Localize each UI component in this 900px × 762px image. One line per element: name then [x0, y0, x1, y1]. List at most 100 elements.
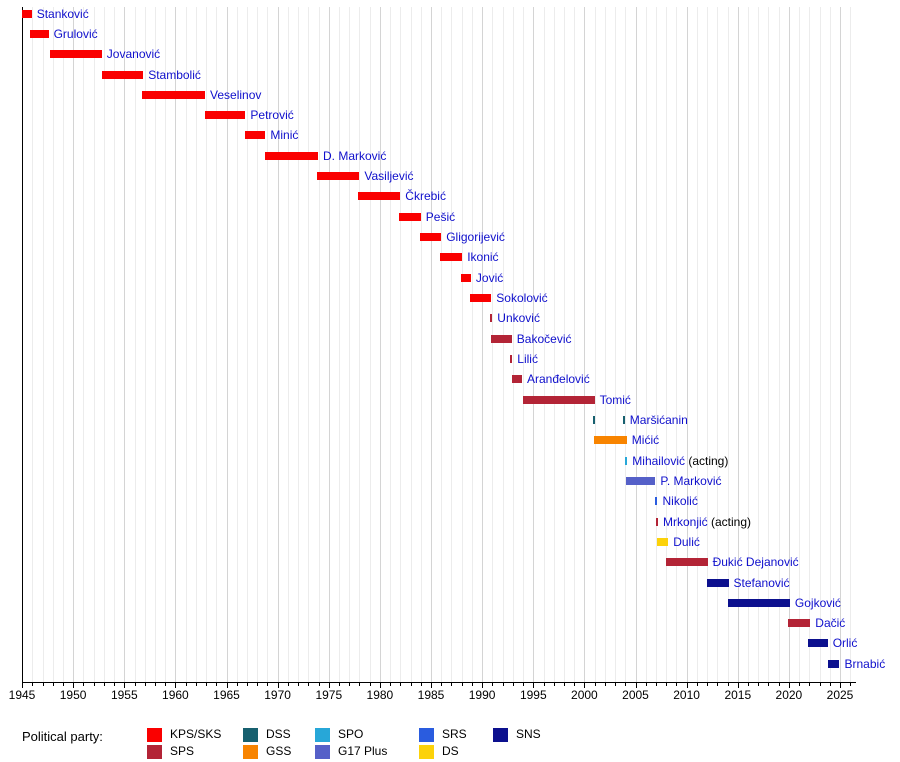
officeholder-name: Petrović — [250, 108, 294, 123]
gridline — [594, 7, 596, 682]
minor-tick — [809, 683, 811, 686]
officeholder-name: Orlić — [832, 636, 858, 651]
officeholder-label: Unković — [497, 310, 540, 326]
gridline — [584, 7, 586, 682]
minor-tick — [267, 683, 269, 686]
gridline — [339, 7, 340, 682]
officeholder-name: Vasiljević — [364, 169, 414, 184]
gridline — [83, 7, 85, 682]
minor-tick — [83, 683, 85, 686]
gridline — [799, 7, 801, 682]
x-axis — [22, 682, 856, 683]
officeholder-name: Lilić — [517, 351, 538, 366]
officeholder-label: Mrkonjić (acting) — [663, 514, 751, 530]
gridline — [748, 7, 749, 682]
major-tick — [175, 683, 177, 688]
gridline — [328, 7, 330, 682]
legend-party-label: SNS — [516, 727, 541, 741]
gridline — [727, 7, 729, 682]
term-bar — [522, 395, 595, 404]
term-bar — [205, 111, 246, 120]
gridline — [32, 7, 34, 682]
gridline — [523, 7, 524, 682]
major-tick — [584, 683, 586, 688]
minor-tick — [390, 683, 392, 686]
gridline — [441, 7, 443, 682]
officeholder-label: Bakočević — [517, 331, 572, 347]
term-bar — [399, 212, 421, 221]
term-bar — [706, 578, 729, 587]
term-bar — [788, 619, 811, 628]
gridline — [461, 7, 463, 682]
minor-tick — [523, 683, 524, 686]
officeholder-name: Brnabić — [844, 656, 886, 671]
term-bar — [101, 70, 144, 79]
officeholder-label: Stefanović — [734, 575, 790, 591]
gridline — [471, 7, 473, 682]
officeholder-name: Veselinov — [210, 87, 262, 102]
gridline — [819, 7, 821, 682]
officeholder-name: Minić — [270, 128, 299, 143]
officeholder-label: Veselinov — [210, 87, 261, 103]
officeholder-name: Mrkonjić — [663, 514, 708, 529]
officeholder-name: Jovanović — [106, 47, 161, 62]
acting-suffix: (acting) — [707, 514, 752, 529]
major-tick — [22, 683, 23, 688]
term-bar — [29, 29, 49, 38]
axis-year-label: 1945 — [8, 688, 36, 702]
term-bar — [490, 314, 493, 323]
term-bar — [625, 456, 628, 465]
minor-tick — [206, 683, 207, 686]
officeholder-label: Orlić — [833, 635, 858, 651]
officeholder-label: Minić — [270, 127, 298, 143]
legend-party-label: G17 Plus — [338, 744, 388, 758]
gridline — [829, 7, 831, 682]
major-tick — [431, 683, 432, 688]
minor-tick — [52, 683, 54, 686]
officeholder-label: Mihailović (acting) — [632, 453, 728, 469]
gridline — [42, 7, 44, 682]
axis-year-label: 1955 — [110, 688, 138, 702]
gridline — [410, 7, 412, 682]
gridline — [114, 7, 115, 682]
minor-tick — [543, 683, 545, 686]
gridline — [809, 7, 811, 682]
axis-year-label: 1975 — [315, 688, 343, 702]
legend-party-label: DS — [442, 744, 459, 758]
gridline — [543, 7, 545, 682]
term-bar — [593, 436, 627, 445]
gridline — [359, 7, 361, 682]
term-bar — [49, 50, 102, 59]
minor-tick — [339, 683, 340, 686]
minor-tick — [471, 683, 473, 686]
officeholder-label: Čkrebić — [405, 188, 446, 204]
officeholder-label: Jovanović — [107, 46, 160, 62]
legend-swatch — [147, 728, 162, 742]
minor-tick — [819, 683, 821, 686]
term-bar — [440, 253, 463, 262]
minor-tick — [62, 683, 64, 686]
term-bar — [142, 90, 205, 99]
term-bar — [808, 639, 828, 648]
minor-tick — [195, 683, 197, 686]
officeholder-label: Maršićanin — [630, 412, 688, 428]
axis-year-label: 1985 — [417, 688, 445, 702]
minor-tick — [318, 683, 320, 686]
legend-party-label: SPO — [338, 727, 364, 741]
officeholder-name: D. Marković — [323, 148, 387, 163]
term-bar — [22, 9, 32, 18]
legend-swatch — [243, 745, 258, 759]
minor-tick — [707, 683, 709, 686]
officeholder-name: Čkrebić — [405, 189, 446, 204]
gridline — [420, 7, 422, 682]
minor-tick — [349, 683, 351, 686]
officeholder-label: P. Marković — [660, 473, 721, 489]
legend-party-label: GSS — [266, 744, 292, 758]
axis-year-label: 2010 — [673, 688, 700, 702]
major-tick — [635, 683, 637, 688]
officeholder-name: Stefanović — [733, 575, 790, 590]
minor-tick — [645, 683, 647, 686]
officeholder-label: Grulović — [54, 26, 98, 42]
officeholder-name: Sokolović — [496, 291, 548, 305]
axis-year-label: 1990 — [468, 688, 496, 702]
